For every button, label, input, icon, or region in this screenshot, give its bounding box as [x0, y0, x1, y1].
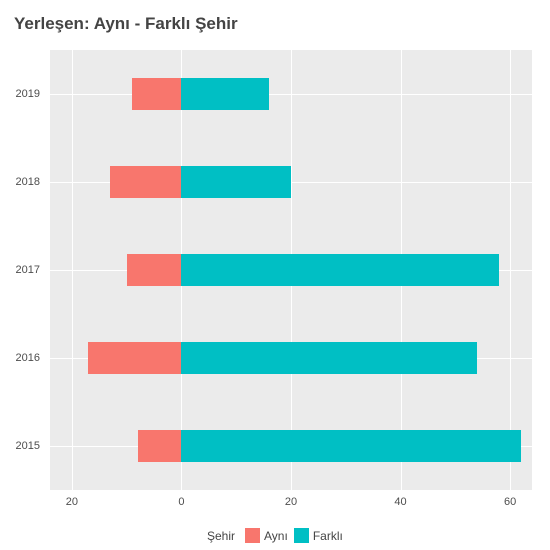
bar-aynı — [127, 254, 182, 286]
legend-title: Şehir — [207, 529, 235, 543]
gridline-horizontal — [50, 94, 532, 95]
y-tick-label: 2016 — [0, 352, 40, 364]
chart-plot-area — [50, 50, 532, 490]
bar-farklı — [181, 430, 521, 462]
y-tick-label: 2018 — [0, 176, 40, 188]
bar-farklı — [181, 78, 269, 110]
x-tick-label: 20 — [285, 496, 297, 508]
legend-swatch — [294, 528, 309, 543]
legend-label: Farklı — [313, 529, 343, 543]
y-tick-label: 2015 — [0, 440, 40, 452]
legend-item: Aynı — [245, 528, 288, 543]
x-tick-label: 40 — [394, 496, 406, 508]
chart-legend: Şehir Aynı Farklı — [207, 528, 343, 543]
legend-item: Farklı — [294, 528, 343, 543]
chart-title: Yerleşen: Aynı - Farklı Şehir — [14, 14, 238, 34]
bar-aynı — [110, 166, 181, 198]
x-tick-label: 60 — [504, 496, 516, 508]
y-tick-label: 2019 — [0, 88, 40, 100]
x-tick-label: 20 — [66, 496, 78, 508]
legend-label: Aynı — [264, 529, 288, 543]
bar-farklı — [181, 166, 291, 198]
bar-farklı — [181, 254, 499, 286]
bar-farklı — [181, 342, 477, 374]
bar-aynı — [132, 78, 181, 110]
x-tick-label: 0 — [178, 496, 184, 508]
bar-aynı — [88, 342, 181, 374]
y-tick-label: 2017 — [0, 264, 40, 276]
legend-swatch — [245, 528, 260, 543]
bar-aynı — [138, 430, 182, 462]
